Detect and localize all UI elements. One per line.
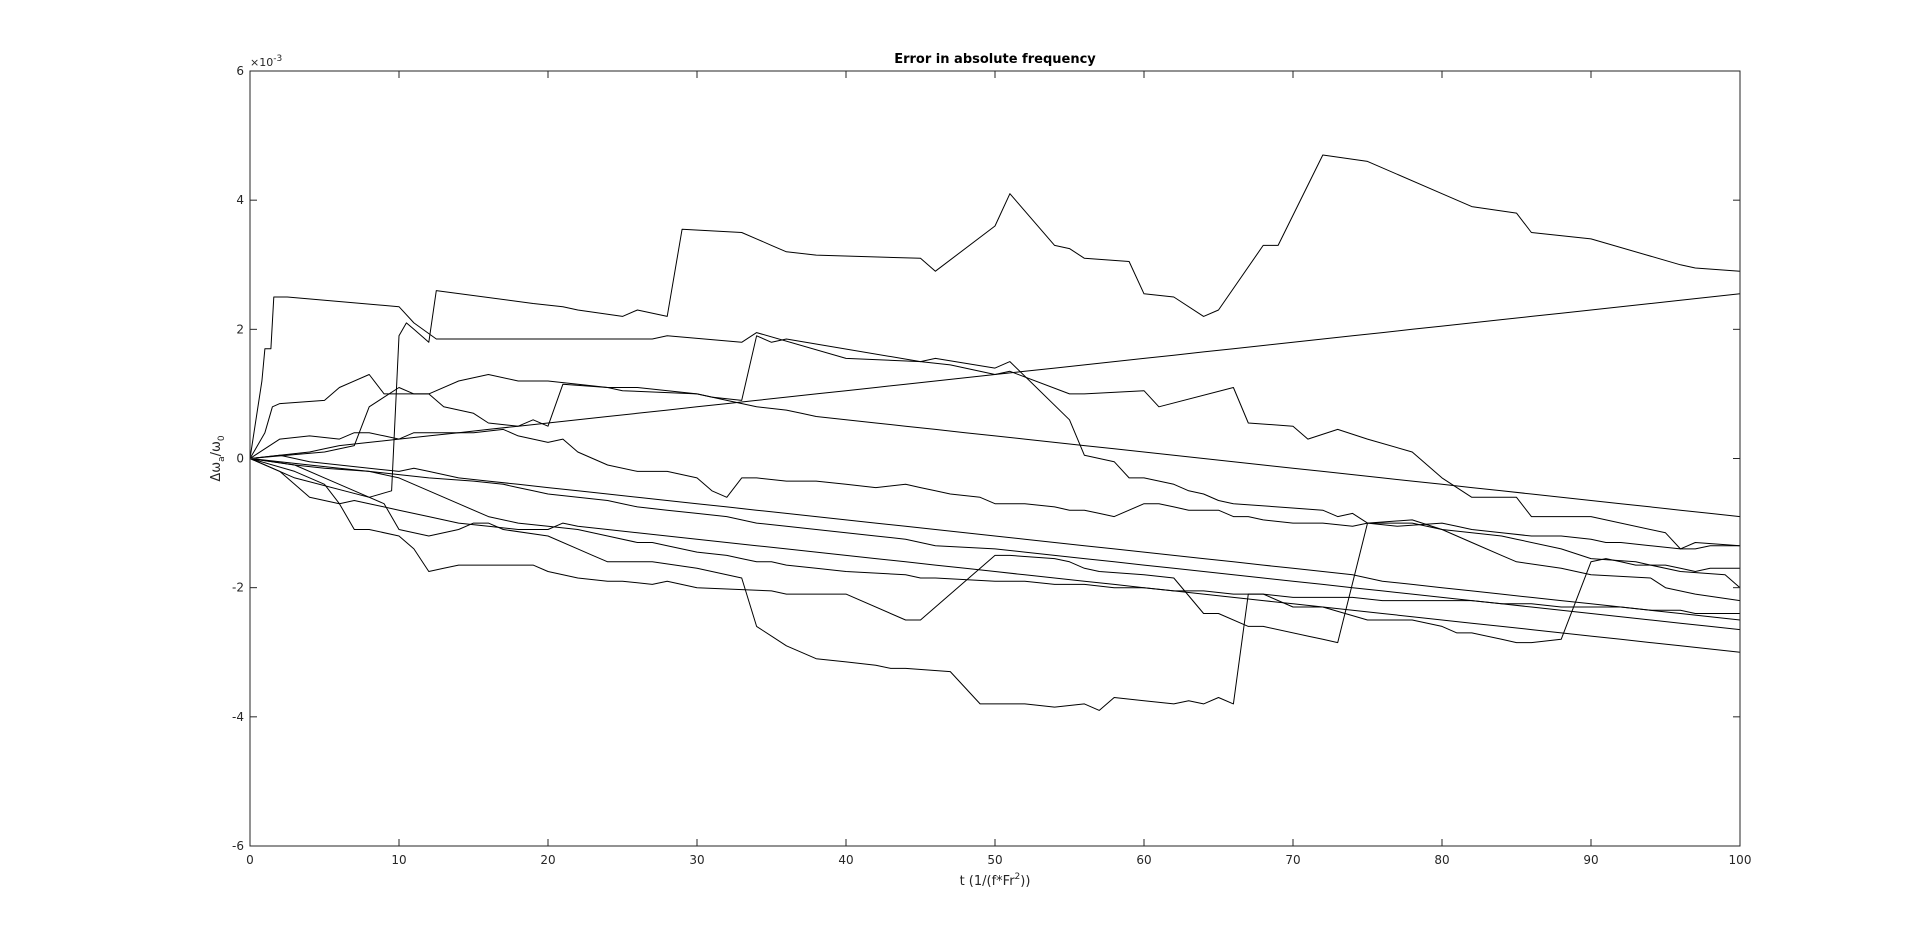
x-tick-label: 90 — [1583, 853, 1598, 867]
series-line-6 — [249, 428, 1740, 550]
x-axis-label: t (1/(f*Fr2)) — [960, 872, 1031, 889]
series-line-12 — [249, 293, 1741, 459]
y-axis-label-subscript-0: 0 — [217, 435, 227, 441]
tick-layer: 0 10 20 30 40 50 60 70 80 90 100 -6 -4 -2 0 2 4 6 — [232, 64, 1751, 867]
series-line-4 — [249, 458, 1741, 644]
y-axis-label-subscript-a: a — [217, 456, 227, 462]
series-line-5 — [249, 458, 1740, 711]
y-axis-exponent-base: ×10 — [250, 56, 273, 69]
chart-title: Error in absolute frequency — [894, 52, 1096, 67]
x-axis-label-close: )) — [1020, 874, 1030, 889]
x-tick-label: 30 — [689, 853, 704, 867]
y-tick-label: 6 — [236, 64, 244, 78]
series-line-3 — [249, 335, 1741, 589]
series-line-9 — [249, 458, 1741, 631]
x-tick-label: 10 — [391, 853, 406, 867]
series-line-10 — [249, 374, 1741, 518]
y-axis-label: Δωa/ω0 — [209, 435, 227, 482]
series-line-11 — [249, 458, 1741, 653]
series-line-1 — [249, 296, 1741, 550]
y-tick-label: 4 — [236, 193, 244, 207]
y-tick-label: 0 — [236, 452, 244, 466]
x-tick-label: 20 — [540, 853, 555, 867]
y-axis-label-mid: /ω — [209, 441, 224, 456]
series-line-8 — [249, 454, 1741, 621]
x-tick-label: 50 — [987, 853, 1002, 867]
series-line-2 — [249, 154, 1741, 498]
series-layer — [249, 154, 1741, 711]
y-axis-label-main: Δω — [209, 462, 224, 482]
x-tick-label: 70 — [1285, 853, 1300, 867]
x-tick-label: 60 — [1136, 853, 1151, 867]
x-tick-label: 100 — [1729, 853, 1752, 867]
y-axis-exponent: ×10-3 — [250, 54, 282, 69]
y-tick-label: -2 — [232, 581, 244, 595]
y-tick-label: 2 — [236, 322, 244, 336]
x-tick-label: 40 — [838, 853, 853, 867]
x-axis-label-main: t (1/(f*Fr — [960, 874, 1016, 889]
y-tick-label: -6 — [232, 839, 244, 853]
x-tick-label: 0 — [246, 853, 254, 867]
x-axis-label-superscript: 2 — [1015, 872, 1021, 882]
y-tick-label: -4 — [232, 710, 244, 724]
y-axis-exponent-power: -3 — [273, 54, 282, 64]
x-tick-label: 80 — [1434, 853, 1449, 867]
